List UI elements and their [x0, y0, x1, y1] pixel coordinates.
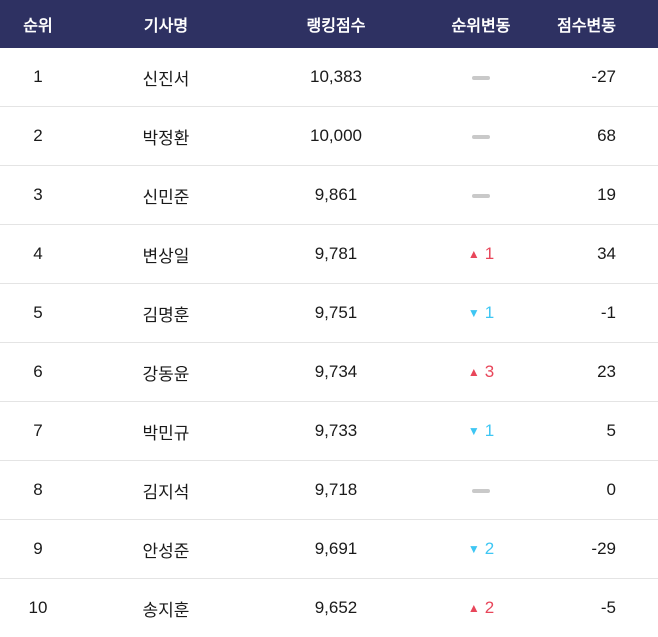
rank-change-value: 1 — [484, 421, 495, 440]
score-cell: 9,718 — [256, 460, 416, 520]
player-name-cell: 강동윤 — [76, 342, 256, 402]
player-name-cell: 신민준 — [76, 165, 256, 225]
player-name-cell: 송지훈 — [76, 578, 256, 637]
score-cell: 10,383 — [256, 48, 416, 107]
rank-change-cell: ▼ 1 — [416, 283, 546, 343]
table-row: 10 송지훈 9,652 ▲ 2 -5 — [0, 578, 658, 637]
rank-up-icon: ▲ — [467, 601, 480, 615]
no-change-dash-icon — [472, 488, 490, 493]
table-header-row: 순위 기사명 랭킹점수 순위변동 점수변동 — [0, 0, 658, 48]
rank-cell: 10 — [0, 578, 76, 637]
rank-change-cell: ▲ 1 — [416, 224, 546, 284]
rank-up-icon: ▲ — [467, 365, 480, 379]
rank-change-cell: ▲ 3 — [416, 342, 546, 402]
table-row: 1 신진서 10,383 -27 — [0, 48, 658, 107]
player-name-cell: 김지석 — [76, 460, 256, 520]
player-name-cell: 안성준 — [76, 519, 256, 579]
player-name-cell: 김명훈 — [76, 283, 256, 343]
column-header-3: 순위변동 — [416, 0, 546, 48]
score-change-cell: 0 — [546, 460, 658, 520]
no-change-dash-icon — [472, 75, 490, 80]
rank-cell: 9 — [0, 519, 76, 579]
score-change-cell: 68 — [546, 106, 658, 166]
rank-up-icon: ▲ — [467, 247, 480, 261]
rank-change-cell: ▼ 2 — [416, 519, 546, 579]
table-header: 순위 기사명 랭킹점수 순위변동 점수변동 — [0, 0, 658, 48]
table-row: 2 박정환 10,000 68 — [0, 106, 658, 166]
table-row: 6 강동윤 9,734 ▲ 3 23 — [0, 342, 658, 402]
rank-down-icon: ▼ — [467, 306, 480, 320]
score-cell: 9,751 — [256, 283, 416, 343]
player-name-cell: 박민규 — [76, 401, 256, 461]
rank-cell: 1 — [0, 48, 76, 107]
score-change-cell: -1 — [546, 283, 658, 343]
rank-change-cell — [416, 165, 546, 225]
table-body: 1 신진서 10,383 -27 2 박정환 10,000 68 3 신민준 9… — [0, 48, 658, 637]
rank-change-cell — [416, 48, 546, 107]
score-cell: 10,000 — [256, 106, 416, 166]
score-cell: 9,652 — [256, 578, 416, 637]
rank-change-value: 1 — [484, 303, 495, 322]
rank-change-cell: ▼ 1 — [416, 401, 546, 461]
rank-change-cell: ▲ 2 — [416, 578, 546, 637]
rank-cell: 3 — [0, 165, 76, 225]
rank-down-icon: ▼ — [467, 542, 480, 556]
rank-cell: 2 — [0, 106, 76, 166]
score-change-cell: 34 — [546, 224, 658, 284]
score-change-cell: -5 — [546, 578, 658, 637]
score-change-cell: 23 — [546, 342, 658, 402]
column-header-2: 랭킹점수 — [256, 0, 416, 48]
rank-change-value: 2 — [484, 539, 495, 558]
rank-cell: 5 — [0, 283, 76, 343]
score-change-cell: -27 — [546, 48, 658, 107]
table-row: 9 안성준 9,691 ▼ 2 -29 — [0, 519, 658, 579]
player-name-cell: 변상일 — [76, 224, 256, 284]
score-cell: 9,734 — [256, 342, 416, 402]
rank-cell: 7 — [0, 401, 76, 461]
table-row: 7 박민규 9,733 ▼ 1 5 — [0, 401, 658, 461]
player-name-cell: 신진서 — [76, 48, 256, 107]
rank-cell: 4 — [0, 224, 76, 284]
rank-cell: 8 — [0, 460, 76, 520]
table-row: 3 신민준 9,861 19 — [0, 165, 658, 225]
rank-change-value: 1 — [484, 244, 495, 263]
no-change-dash-icon — [472, 134, 490, 139]
column-header-4: 점수변동 — [546, 0, 658, 48]
column-header-0: 순위 — [0, 0, 76, 48]
rank-down-icon: ▼ — [467, 424, 480, 438]
rank-change-cell — [416, 106, 546, 166]
score-cell: 9,691 — [256, 519, 416, 579]
rank-change-cell — [416, 460, 546, 520]
score-change-cell: -29 — [546, 519, 658, 579]
table-row: 5 김명훈 9,751 ▼ 1 -1 — [0, 283, 658, 343]
rank-change-value: 2 — [484, 598, 495, 617]
column-header-1: 기사명 — [76, 0, 256, 48]
score-cell: 9,861 — [256, 165, 416, 225]
table-row: 4 변상일 9,781 ▲ 1 34 — [0, 224, 658, 284]
player-name-cell: 박정환 — [76, 106, 256, 166]
no-change-dash-icon — [472, 193, 490, 198]
table-row: 8 김지석 9,718 0 — [0, 460, 658, 520]
score-cell: 9,781 — [256, 224, 416, 284]
score-change-cell: 5 — [546, 401, 658, 461]
score-cell: 9,733 — [256, 401, 416, 461]
rank-cell: 6 — [0, 342, 76, 402]
rank-change-value: 3 — [484, 362, 495, 381]
score-change-cell: 19 — [546, 165, 658, 225]
